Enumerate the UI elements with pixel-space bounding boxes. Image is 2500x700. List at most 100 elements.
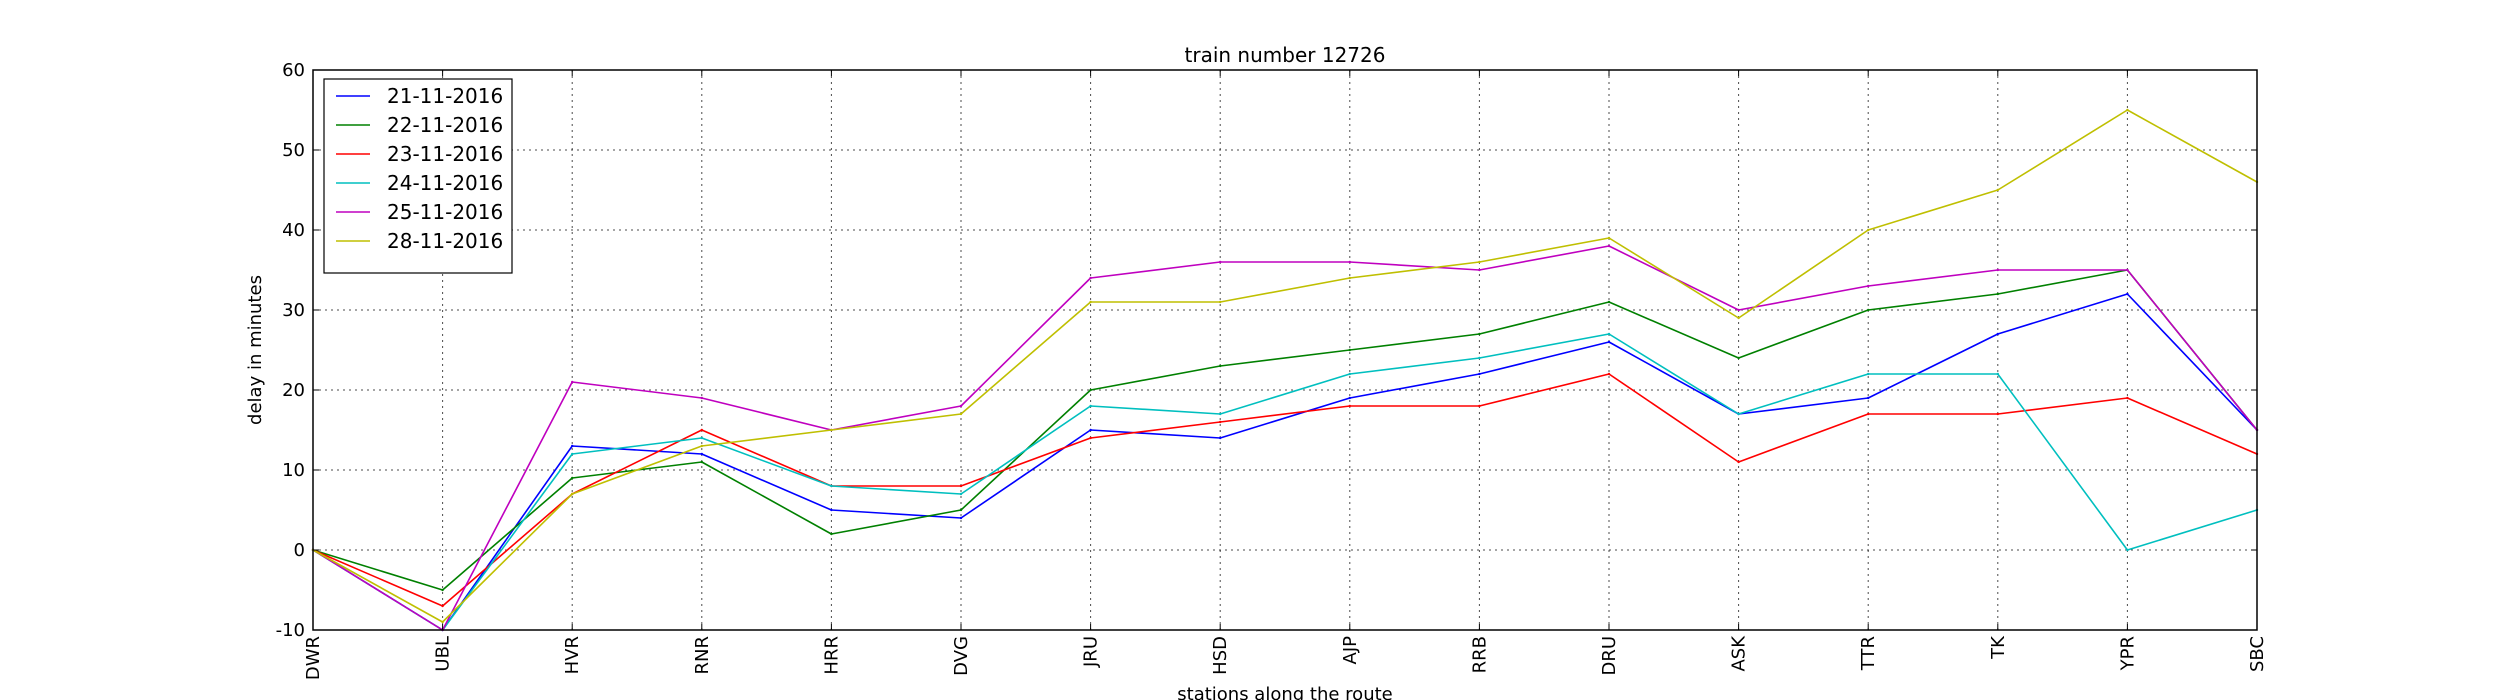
data-point [571, 476, 574, 480]
data-point [959, 516, 963, 520]
x-axis-ticks: DWR UBL HVR RNR HRR DVG JRU HSD AJP RRB DRU ASK TTR T… [303, 70, 2268, 680]
legend-label: 23-11-2016 [387, 142, 503, 166]
plot-frame [312, 69, 2258, 631]
data-point [700, 396, 703, 400]
chart-title: train number 12726 [1185, 43, 1386, 67]
data-point [1996, 412, 2000, 416]
x-tick-label-rnr: RNR [692, 636, 713, 674]
x-tick-label-dvg: DVG [951, 636, 972, 676]
legend-label: 24-11-2016 [387, 171, 503, 195]
data-point [1607, 236, 1611, 240]
data-point [1607, 300, 1611, 304]
y-tick-label: 50 [282, 140, 305, 161]
data-point [1867, 372, 1870, 376]
data-point [571, 380, 574, 384]
data-point [959, 412, 963, 416]
data-point [2126, 108, 2129, 112]
data-point [830, 532, 833, 536]
data-point [1089, 428, 1092, 432]
data-point [2126, 268, 2129, 272]
data-point [1867, 284, 1870, 288]
data-point [1867, 228, 1870, 232]
data-point [2126, 396, 2129, 400]
x-tick-label-tk: TK [1988, 635, 2009, 660]
plot-background [313, 70, 2257, 630]
data-point [1219, 260, 1222, 264]
x-tick-label-jru: JRU [1081, 636, 1102, 668]
data-point [1737, 316, 1740, 320]
data-point [1607, 332, 1611, 336]
data-point [441, 620, 444, 624]
x-tick-label-ttr: TTR [1858, 636, 1879, 671]
data-point [1348, 348, 1352, 352]
data-point [1996, 188, 2000, 192]
data-point [1607, 340, 1611, 344]
data-point [830, 508, 833, 512]
data-point [1219, 436, 1222, 440]
series-line-21-11-2016 [312, 293, 2258, 631]
x-tick-label-ubl: UBL [433, 636, 454, 672]
y-tick-label: 10 [282, 460, 305, 481]
data-point [700, 444, 703, 448]
data-point [959, 492, 963, 496]
y-tick-label: 40 [282, 220, 305, 241]
data-point [959, 508, 963, 512]
data-point [1089, 276, 1092, 280]
series-line-23-11-2016 [312, 373, 2258, 607]
data-point [1478, 404, 1481, 408]
y-axis-title: delay in minutes [245, 275, 266, 425]
series-line-28-11-2016 [312, 109, 2258, 623]
data-point [1219, 364, 1222, 368]
data-point [2126, 548, 2129, 552]
legend-label: 22-11-2016 [387, 113, 503, 137]
legend-label: 25-11-2016 [387, 200, 503, 224]
data-point [1737, 308, 1740, 312]
data-point [1478, 332, 1481, 336]
data-point [1089, 404, 1092, 408]
data-point [830, 428, 833, 432]
x-axis-title: stations along the route [1177, 684, 1392, 700]
y-tick-label: 0 [294, 540, 305, 561]
data-point [1737, 412, 1740, 416]
x-tick-label-hsd: HSD [1210, 636, 1231, 675]
legend-label: 28-11-2016 [387, 229, 503, 253]
data-point [1996, 372, 2000, 376]
data-point [700, 436, 703, 440]
data-point [441, 588, 444, 592]
x-tick-label-ypr: YPR [2117, 636, 2138, 671]
y-tick-label: 60 [282, 60, 305, 81]
data-point [1348, 276, 1352, 280]
data-point [1996, 332, 2000, 336]
data-point [1089, 436, 1092, 440]
series-line-24-11-2016 [312, 333, 2258, 631]
data-point [571, 492, 574, 496]
data-point [1996, 268, 2000, 272]
data-point [1089, 388, 1092, 392]
data-point [1219, 300, 1222, 304]
x-tick-label-ajp: AJP [1340, 636, 1361, 665]
x-tick-label-hvr: HVR [562, 636, 583, 674]
legend: 21-11-2016 22-11-2016 23-11-2016 24-11-2016… [323, 78, 513, 274]
x-tick-label-dru: DRU [1599, 636, 1620, 676]
data-point [1089, 300, 1092, 304]
data-point [1607, 244, 1611, 248]
data-point [1219, 412, 1222, 416]
data-point [1607, 372, 1611, 376]
data-point [1867, 396, 1870, 400]
data-point [1478, 260, 1481, 264]
y-tick-label: 30 [282, 300, 305, 321]
data-point [1737, 460, 1740, 464]
data-point [830, 484, 833, 488]
data-point [700, 428, 703, 432]
data-point [700, 452, 703, 456]
data-point [1867, 308, 1870, 312]
data-point [1348, 396, 1352, 400]
y-tick-label: -10 [276, 620, 305, 641]
data-point [441, 604, 444, 608]
x-tick-label-sbc: SBC [2247, 636, 2268, 672]
data-point [1478, 356, 1481, 360]
x-tick-label-rrb: RRB [1469, 636, 1490, 673]
data-point [2126, 292, 2129, 296]
data-point [700, 460, 703, 464]
